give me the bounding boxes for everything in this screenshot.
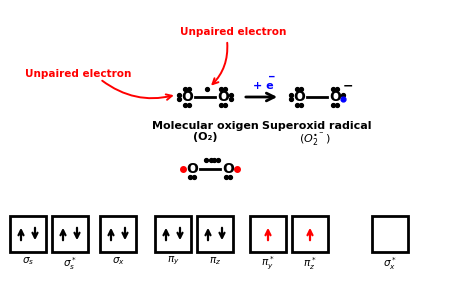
Text: Superoxid radical: Superoxid radical <box>262 121 372 131</box>
Bar <box>10 216 46 252</box>
Text: $\pi_z$: $\pi_z$ <box>209 255 221 267</box>
Text: Unpaired electron: Unpaired electron <box>25 69 131 79</box>
Bar <box>197 216 233 252</box>
Bar <box>292 216 328 252</box>
Text: Unpaired electron: Unpaired electron <box>180 27 286 37</box>
Text: $(O_2^{\bullet^-})$: $(O_2^{\bullet^-})$ <box>299 132 331 148</box>
Text: ‾: ‾ <box>269 76 274 86</box>
Text: $\sigma_s$: $\sigma_s$ <box>22 255 34 267</box>
Text: $\pi_z^*$: $\pi_z^*$ <box>303 255 317 272</box>
Bar <box>155 216 191 252</box>
Text: O: O <box>329 90 341 104</box>
Bar <box>250 216 286 252</box>
Text: Molecular oxigen: Molecular oxigen <box>152 121 258 131</box>
Text: $\pi_y$: $\pi_y$ <box>167 255 179 267</box>
Text: + e: + e <box>253 81 274 91</box>
Text: O: O <box>222 162 234 176</box>
Text: O: O <box>217 90 229 104</box>
Bar <box>52 216 88 252</box>
Text: $\pi_y^*$: $\pi_y^*$ <box>261 255 275 272</box>
Text: $\sigma_x^*$: $\sigma_x^*$ <box>383 255 397 272</box>
Bar <box>372 216 408 252</box>
Text: $\sigma_x$: $\sigma_x$ <box>111 255 125 267</box>
Text: O: O <box>293 90 305 104</box>
Bar <box>100 216 136 252</box>
Text: (O₂): (O₂) <box>193 132 217 142</box>
Text: −: − <box>343 80 354 93</box>
Text: O: O <box>186 162 198 176</box>
Text: O: O <box>181 90 193 104</box>
Text: $\sigma_s^*$: $\sigma_s^*$ <box>63 255 77 272</box>
